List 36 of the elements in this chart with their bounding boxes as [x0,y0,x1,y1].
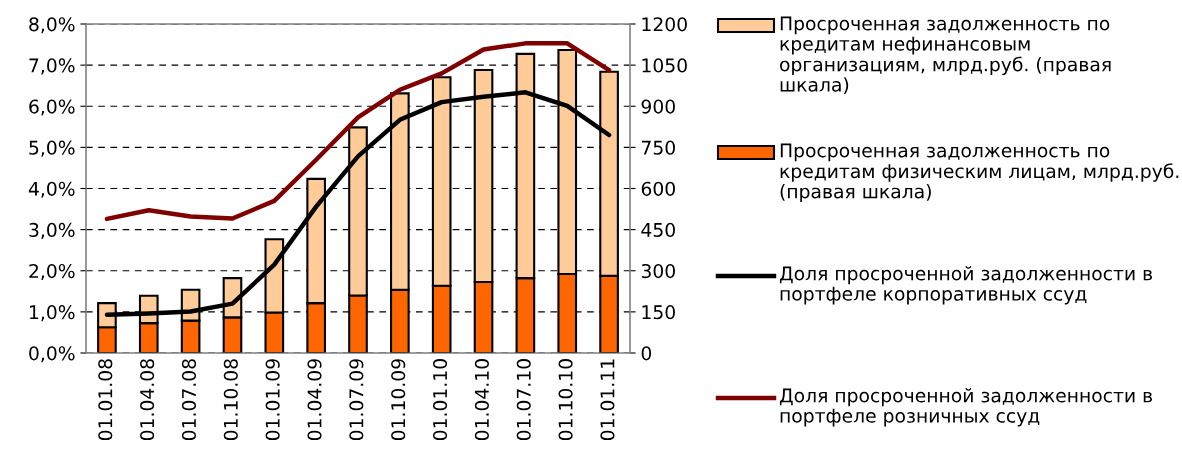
x-tick-label: 01.01.08 [98,359,113,441]
line-series [104,41,612,222]
legend-label: Доля просроченной задолженности в портфеле корпоративных ссуд [779,266,1153,305]
x-tick-label: 01.01.09 [265,359,280,441]
x-tick-label: 01.01.10 [432,359,448,441]
y-tick-label: 0,0% [29,346,75,363]
x-tick-label: 01.07.09 [349,359,364,441]
x-tick-label: 01.10.10 [558,359,573,441]
y-tick-label: 4,0% [28,181,75,198]
y-tick-label: 5,0% [29,140,75,157]
y2-tick-label: 1050 [642,58,687,73]
y-tick-label: 8,0% [29,17,75,34]
y-tick-label: 3,0% [29,222,75,239]
y2-tick-label: 450 [641,222,675,238]
y-tick-label: 6,0% [29,99,75,116]
y2-tick-label: 900 [641,99,675,114]
y2-tick-label: 150 [642,305,675,320]
y-tick-label: 7,0% [29,58,75,75]
y2-tick-label: 300 [641,263,675,279]
x-tick-label: 01.04.08 [140,359,155,441]
x-tick-label: 01.07.08 [181,359,197,441]
y2-tick-label: 1200 [642,17,687,32]
y2-tick-label: 750 [641,140,675,155]
x-tick-label: 01.10.09 [391,359,406,441]
y-tick-label: 2,0% [29,263,75,281]
x-tick-label: 01.04.09 [307,359,322,441]
x-tick-label: 01.10.08 [223,359,238,441]
legend-label: Доля просроченной задолженности в портфеле розничных ссуд [779,388,1153,427]
x-tick-label: 01.07.10 [516,359,531,441]
x-tick-label: 01.04.10 [474,359,489,441]
legend-label: Просроченная задолженность по кредитам физическим лицам, млрд.руб. (правая шкала) [780,143,1179,203]
y2-tick-label: 0 [641,346,652,361]
legend-label: Просроченная задолженность по кредитам нефинансовым организациям, млрд.руб. (правая шкала) [780,16,1111,94]
y2-tick-label: 600 [641,181,675,196]
x-tick-label: 01.01.11 [600,359,615,441]
y-tick-label: 1,0% [30,305,75,322]
